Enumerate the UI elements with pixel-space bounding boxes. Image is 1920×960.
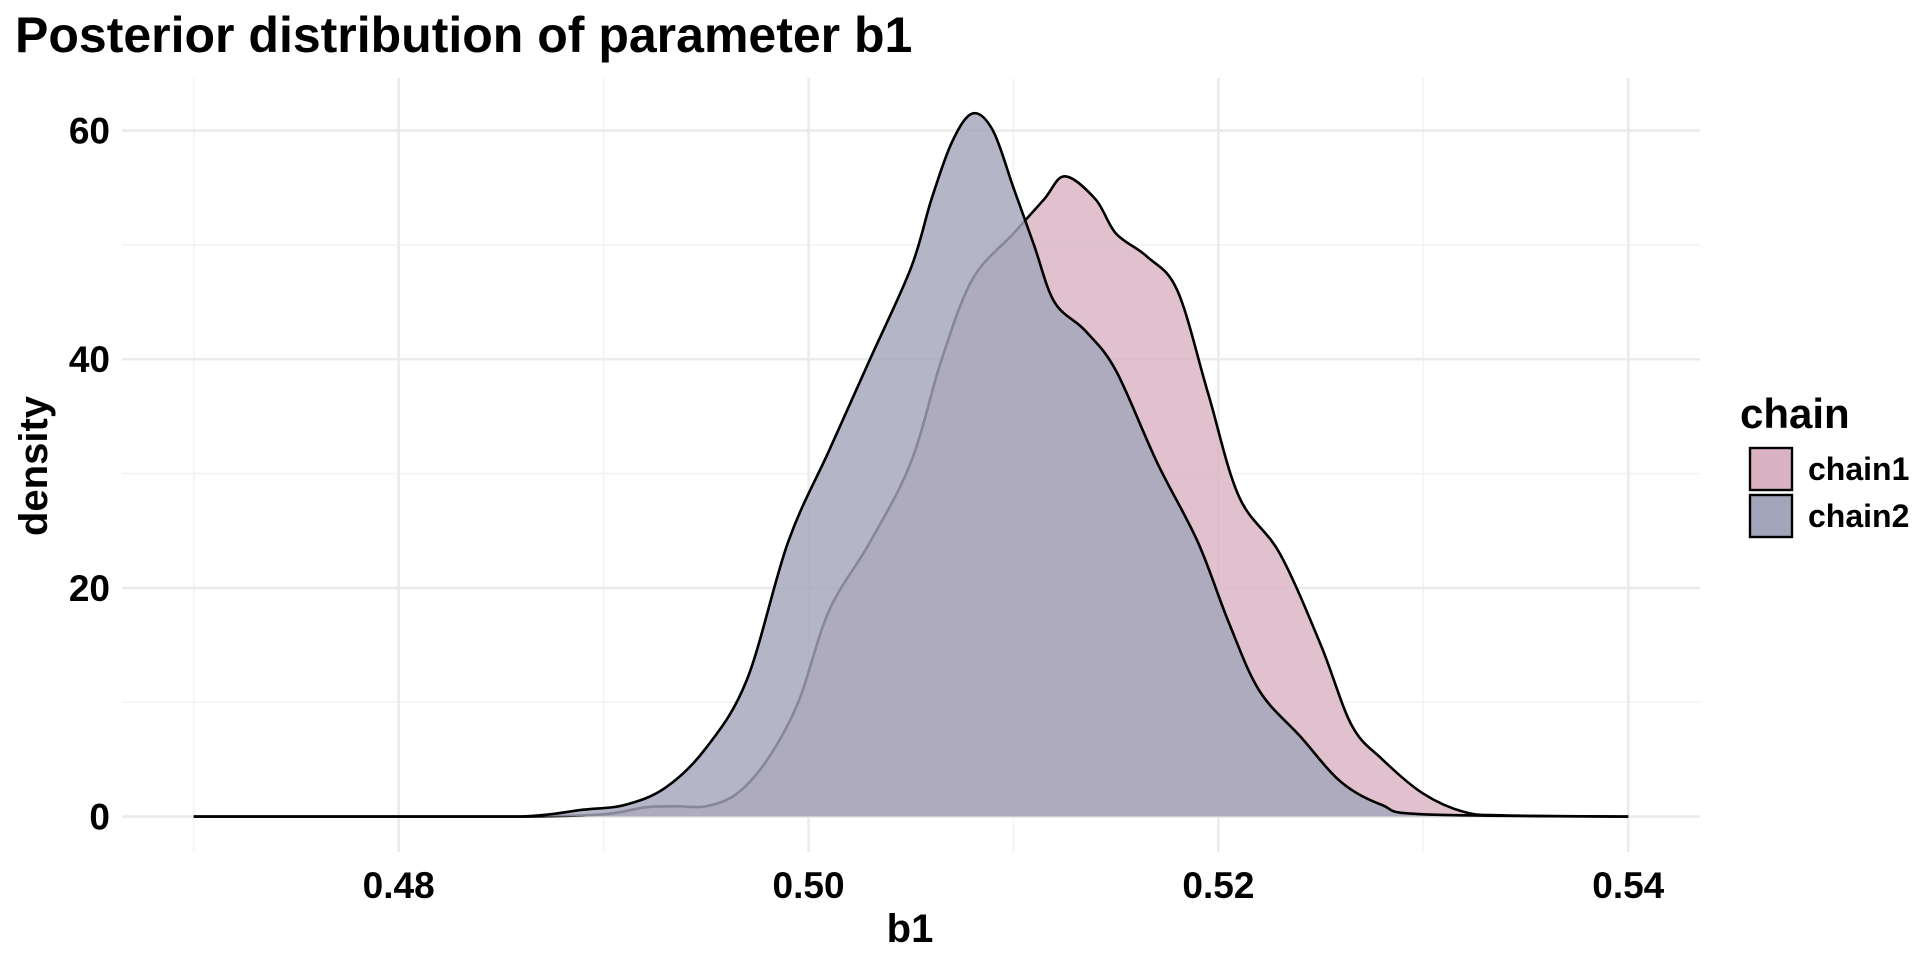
- outline-chain2: [193, 111, 1629, 818]
- legend-swatch-chain2: [1748, 493, 1794, 539]
- y-tick-label: 20: [69, 568, 110, 609]
- legend-title: chain: [1740, 390, 1850, 437]
- x-axis-title: b1: [887, 907, 934, 951]
- x-axis-ticks: 0.48 0.50 0.52 0.54: [363, 865, 1665, 906]
- area-chain2: [193, 113, 1629, 817]
- legend-label-chain1: chain1: [1808, 451, 1909, 487]
- y-tick-label: 0: [89, 797, 110, 838]
- legend: chain chain1 chain2: [1740, 390, 1909, 539]
- density-areas: [193, 111, 1629, 818]
- x-tick-label: 0.54: [1592, 865, 1664, 906]
- x-tick-label: 0.52: [1182, 865, 1254, 906]
- legend-swatch-chain1: [1748, 446, 1794, 492]
- chart-title: Posterior distribution of parameter b1: [15, 7, 912, 63]
- legend-label-chain2: chain2: [1808, 498, 1909, 534]
- legend-items: chain1 chain2: [1748, 446, 1909, 539]
- x-tick-label: 0.50: [773, 865, 845, 906]
- y-tick-label: 40: [69, 339, 110, 380]
- y-axis-ticks: 0 20 40 60: [69, 111, 110, 838]
- x-tick-label: 0.48: [363, 865, 435, 906]
- y-tick-label: 60: [69, 111, 110, 152]
- y-axis-title: density: [12, 395, 56, 536]
